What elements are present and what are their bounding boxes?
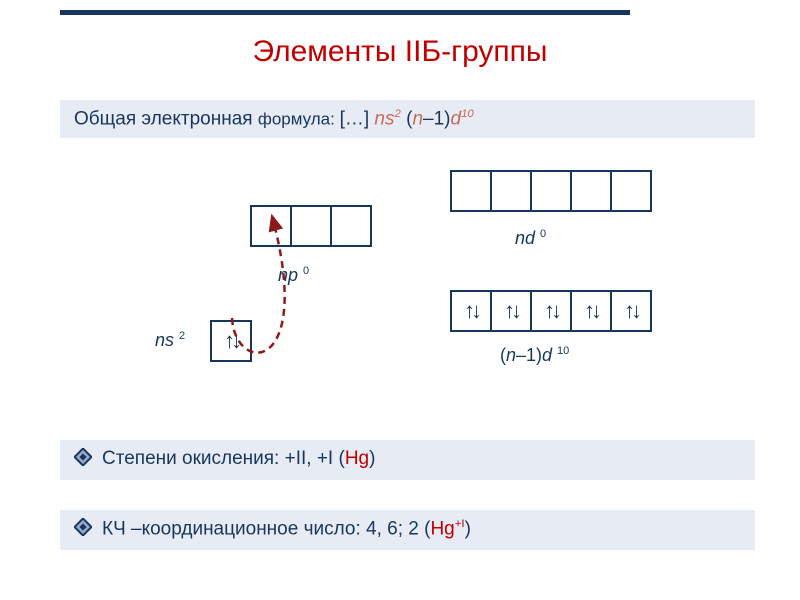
formula-band: Общая электронная формула: […] ns2 (n–1)… [60,100,755,138]
cn-hg-sup: +I [455,518,465,530]
oxidation-values: +II, +I ( [285,448,345,469]
page-title: Элементы IIБ-группы [0,35,800,69]
cn-hg: Hg [430,518,454,539]
excitation-arrow [60,150,760,430]
top-rule [60,10,630,15]
formula-word2: формула: [258,109,340,128]
diamond-bullet-icon [74,448,92,472]
formula-ns: ns [374,108,394,129]
cn-label: КЧ –координационное число: [102,518,366,539]
oxidation-close: ) [369,448,375,469]
formula-d: d [451,108,462,129]
formula-d-sup: 10 [461,108,474,120]
cn-values: 4, 6; 2 ( [366,518,430,539]
formula-prefix: Общая электронная [74,108,258,129]
formula-n: n [412,108,423,129]
oxidation-hg: Hg [345,448,369,469]
formula-minus1: –1) [423,108,450,129]
formula-mid: ( [401,108,413,129]
oxidation-band: Степени окисления: +II, +I (Hg) [60,440,755,480]
cn-band: КЧ –координационное число: 4, 6; 2 (Hg+I… [60,510,755,550]
oxidation-label: Степени окисления: [102,448,285,469]
formula-bracket: […] [340,108,375,129]
orbital-diagram: np 0 nd 0 ↑↓ ns 2 ↑↓ ↑↓ ↑↓ ↑↓ ↑↓ (n–1)d … [60,150,755,430]
diamond-bullet-icon [74,518,92,542]
cn-close: ) [465,518,471,539]
